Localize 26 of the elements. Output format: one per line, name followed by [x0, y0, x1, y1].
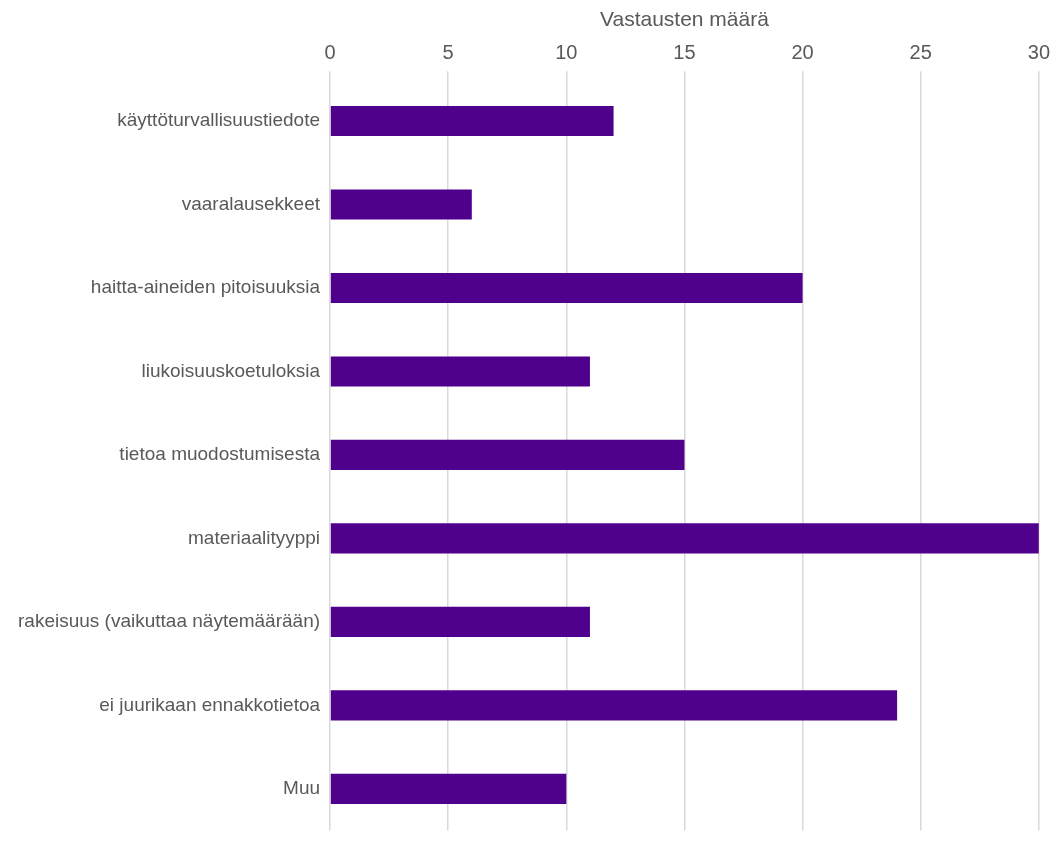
bar — [330, 523, 1039, 554]
x-tick-label: 15 — [673, 40, 696, 63]
bar — [330, 272, 803, 303]
x-tick-label: 25 — [909, 40, 932, 63]
bar — [330, 356, 590, 387]
y-tick-label: käyttöturvallisuustiedote — [117, 109, 321, 131]
y-tick-label: haitta-aineiden pitoisuuksia — [90, 276, 321, 298]
bar — [330, 690, 898, 721]
x-tick-label: 5 — [442, 40, 454, 63]
x-tick-label: 30 — [1027, 40, 1050, 63]
y-tick-label: tietoa muodostumisesta — [119, 443, 321, 465]
bar — [330, 105, 614, 136]
y-tick-label: liukoisuuskoetuloksia — [141, 359, 321, 381]
x-tick-label: 20 — [791, 40, 814, 63]
bar — [330, 439, 685, 470]
x-tick-label: 10 — [555, 40, 578, 63]
bar — [330, 773, 567, 804]
x-tick-label: 0 — [324, 40, 336, 63]
bar — [330, 606, 590, 637]
y-tick-label: ei juurikaan ennakkotietoa — [99, 693, 321, 715]
y-tick-label: materiaalityyppi — [188, 526, 321, 548]
x-axis-title: Vastausten määrä — [600, 7, 770, 31]
y-tick-label: rakeisuus (vaikuttaa näytemäärään) — [18, 610, 321, 632]
bar — [330, 189, 472, 220]
y-tick-label: vaaralausekkeet — [181, 192, 321, 214]
y-tick-label: Muu — [283, 777, 321, 799]
